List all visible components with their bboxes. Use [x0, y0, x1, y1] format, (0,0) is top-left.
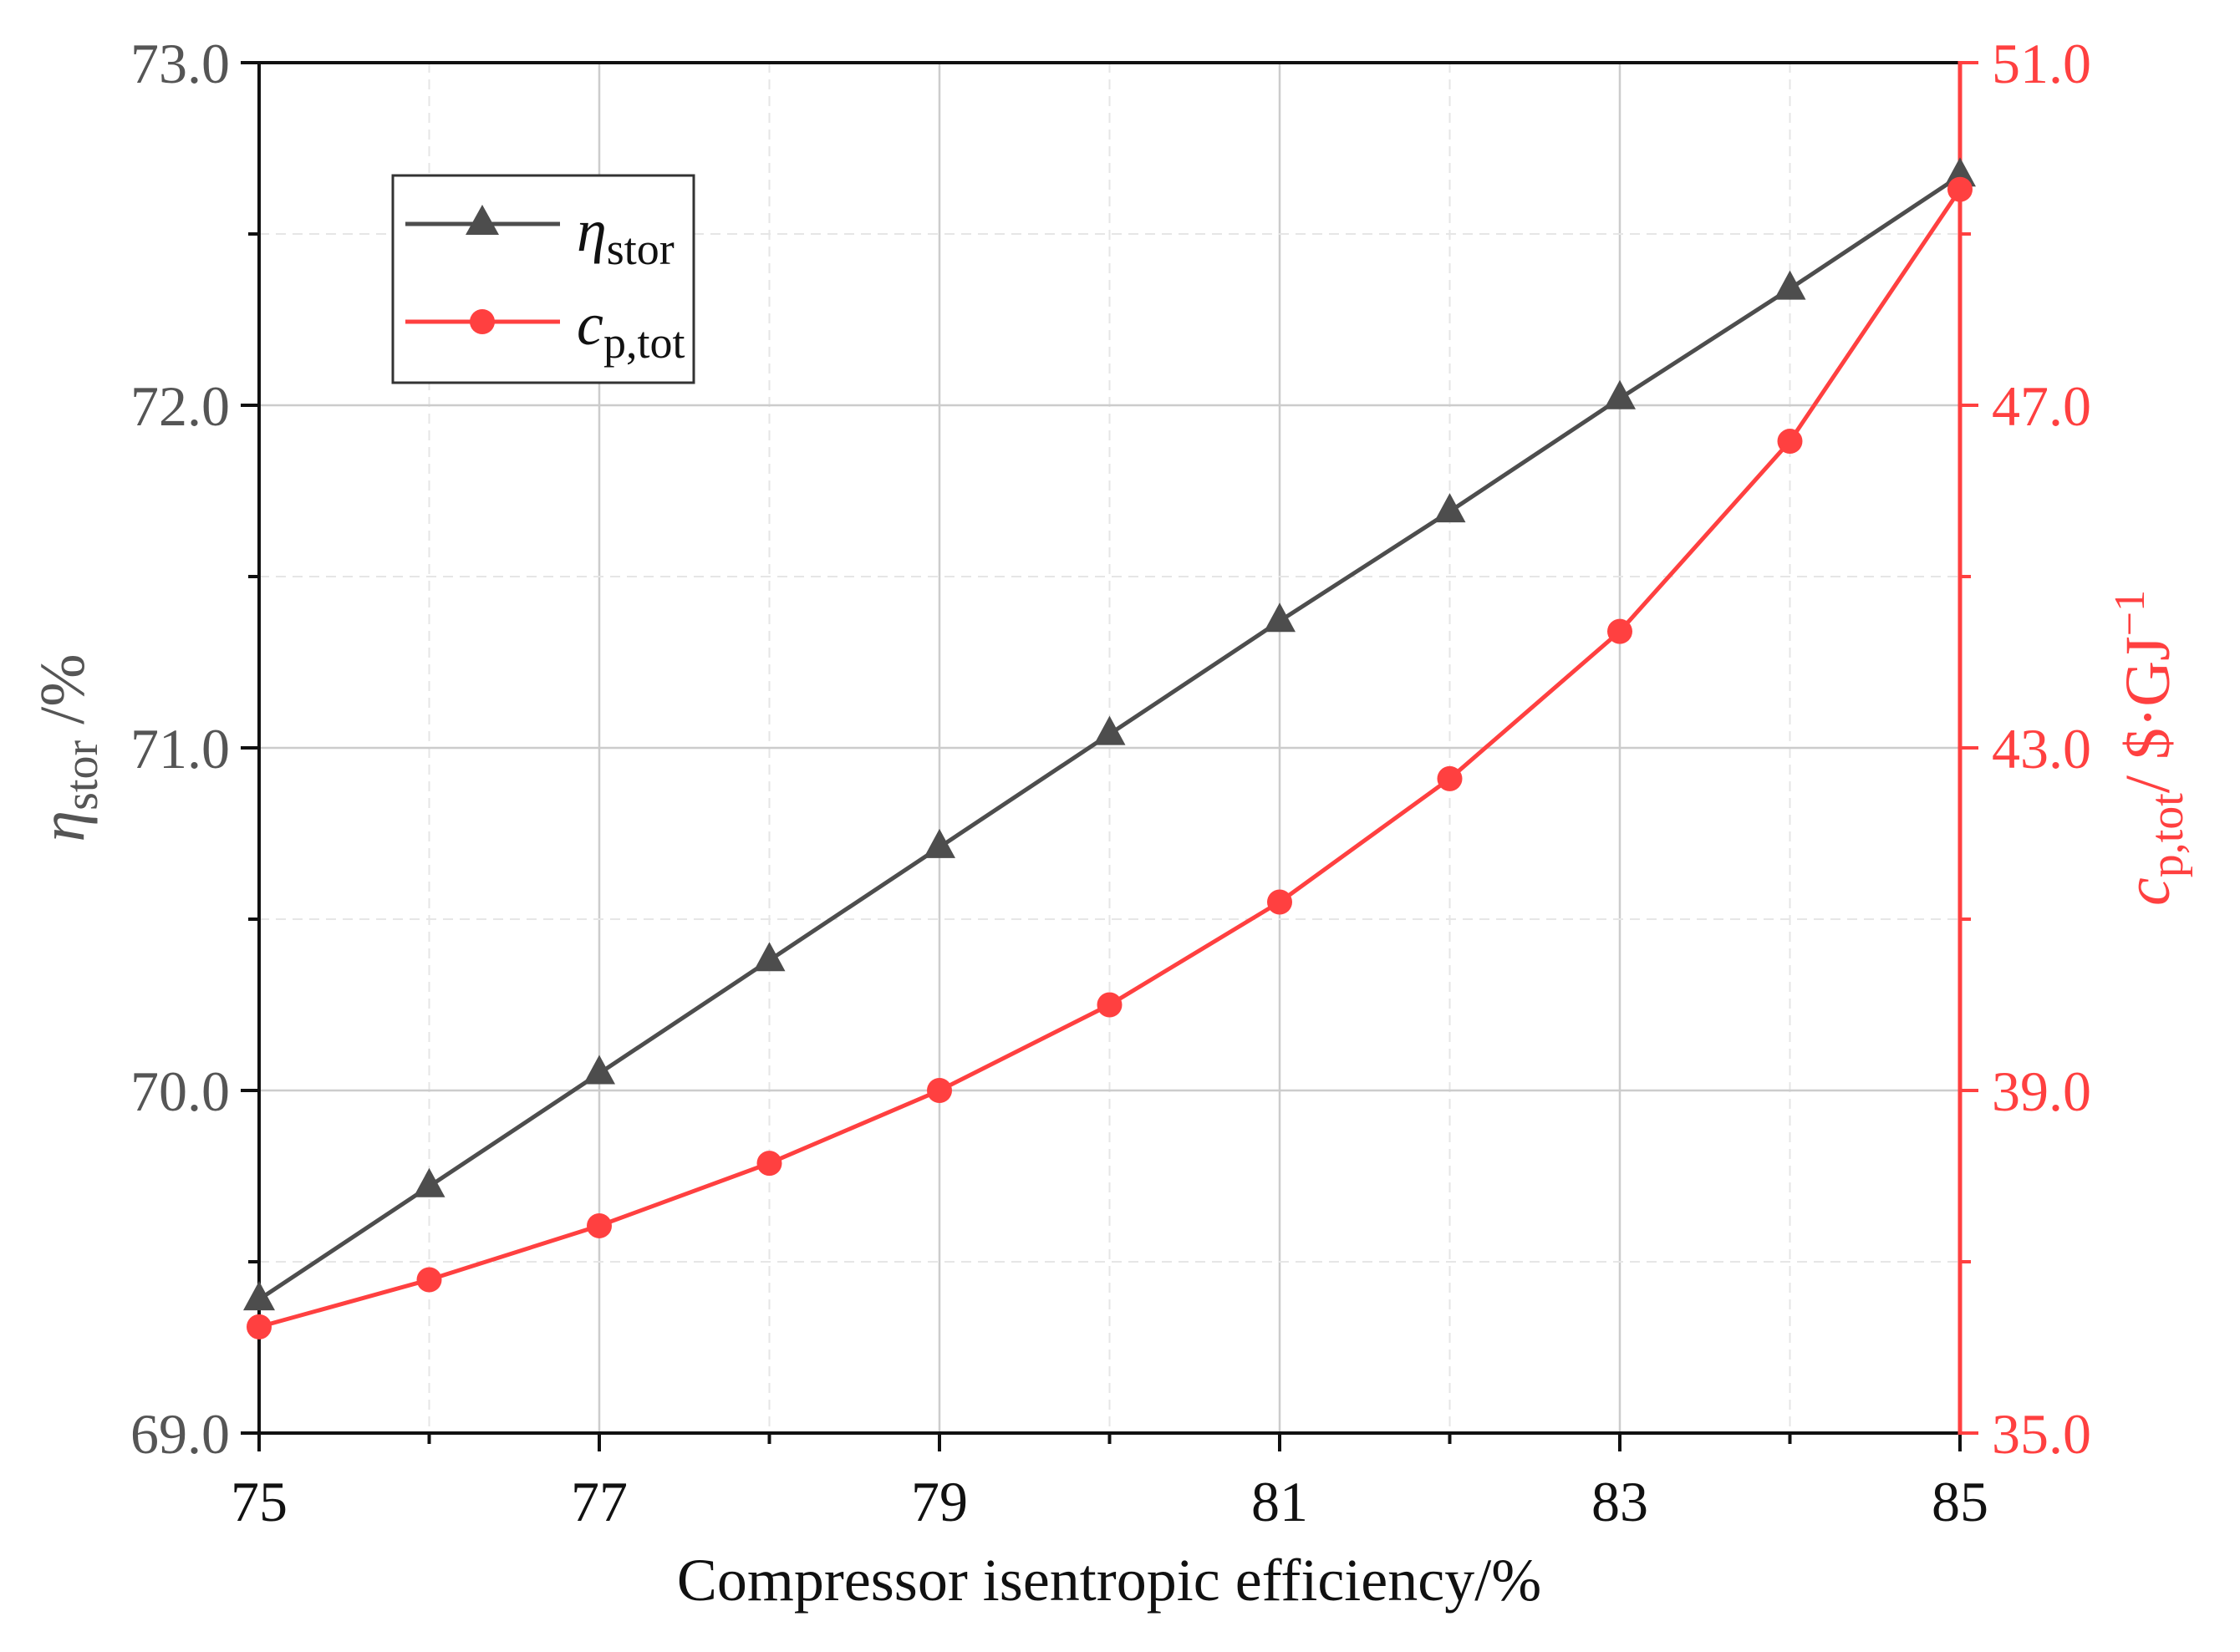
- legend-eta-main: η: [577, 197, 607, 264]
- y-right-tick-label: 43.0: [1992, 717, 2091, 780]
- y-right-tick-label: 35.0: [1992, 1402, 2091, 1466]
- y-right-label-unit: / $·GJ: [2113, 636, 2183, 793]
- tick-marks: [241, 61, 1978, 1451]
- y-left-axis-label: ηstor /%: [28, 653, 108, 841]
- series-1-point: [1267, 889, 1292, 915]
- series-layer: [243, 157, 1976, 1339]
- legend-box: [391, 174, 695, 384]
- series-1-point: [247, 1314, 272, 1339]
- series-0-point: [924, 828, 955, 858]
- y-right-tick-label: 51.0: [1992, 32, 2091, 95]
- y-right-axis-label: cp,tot/ $·GJ−1: [2106, 590, 2193, 906]
- x-tick-label: 85: [1932, 1470, 1988, 1533]
- grid-lines: [259, 63, 1960, 1433]
- x-tick-label: 77: [571, 1470, 628, 1533]
- y-left-tick-label: 71.0: [130, 717, 230, 780]
- x-tick-label: 79: [911, 1470, 968, 1533]
- y-left-label-main: η: [28, 811, 98, 842]
- series-0-point: [753, 942, 786, 972]
- series-0-point: [413, 1167, 445, 1197]
- x-axis-label: Compressor isentropic efficiency/%: [677, 1547, 1541, 1614]
- legend-label-cost: cp,tot: [577, 291, 685, 368]
- series-1-point: [927, 1078, 952, 1103]
- legend-marker-triangle: [466, 205, 499, 235]
- series-0-point: [1944, 157, 1976, 187]
- series-0-point: [583, 1055, 615, 1085]
- x-tick-label: 83: [1591, 1470, 1648, 1533]
- y-left-tick-label: 69.0: [130, 1402, 230, 1466]
- x-tick-label: 81: [1251, 1470, 1308, 1533]
- legend-label-eta: ηstor: [577, 197, 675, 274]
- series-1-point: [1947, 176, 1973, 202]
- y-left-label-sub: stor: [56, 740, 108, 811]
- series-1-point: [587, 1212, 612, 1238]
- series-0-point: [243, 1281, 275, 1311]
- y-right-label-main: c: [2113, 877, 2183, 906]
- series-0-point: [1604, 379, 1636, 409]
- series-1-point: [1437, 765, 1463, 791]
- series-0-point: [1433, 493, 1466, 523]
- series-0-point: [1774, 270, 1806, 300]
- series-0-point: [1093, 715, 1126, 745]
- legend: ηstor cp,tot: [391, 174, 695, 384]
- legend-marker-circle: [470, 309, 495, 334]
- y-left-label-unit: /%: [28, 653, 98, 740]
- legend-cost-sub: p,tot: [603, 318, 685, 368]
- y-left-tick-label: 70.0: [130, 1060, 230, 1123]
- series-1-point: [1097, 992, 1123, 1018]
- y-right-tick-label: 39.0: [1992, 1060, 2091, 1123]
- series-1-point: [756, 1151, 782, 1177]
- series-1-point: [1777, 429, 1803, 455]
- y-right-label-sup: −1: [2106, 590, 2154, 636]
- series-1-point: [416, 1267, 442, 1293]
- legend-eta-sub: stor: [607, 224, 675, 274]
- y-left-tick-label: 73.0: [130, 32, 230, 95]
- y-right-tick-label: 47.0: [1992, 374, 2091, 438]
- series-0-point: [1264, 602, 1296, 633]
- y-left-tick-label: 72.0: [130, 374, 230, 438]
- legend-cost-main: c: [577, 291, 603, 358]
- series-1-point: [1607, 618, 1632, 644]
- y-right-label-sub: p,tot: [2141, 793, 2193, 878]
- x-tick-label: 75: [231, 1470, 288, 1533]
